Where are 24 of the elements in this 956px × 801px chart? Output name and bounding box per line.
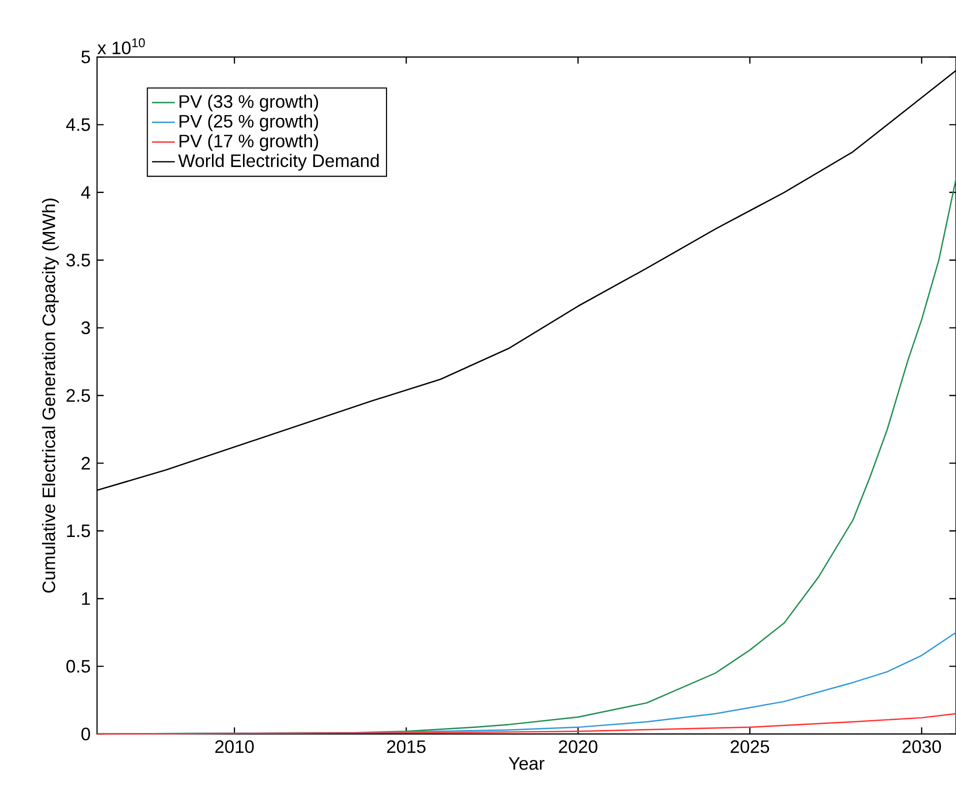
y-axis-title: Cumulative Electrical Generation Capacity (MWh) (42, 198, 59, 593)
x-tick-label: 2030 (902, 740, 941, 753)
legend-label: PV (33 % growth) (180, 94, 318, 112)
x-tick-label: 2025 (730, 740, 770, 753)
y-tick-label: 3 (81, 321, 90, 334)
y-tick-label: 2 (82, 456, 90, 470)
y-tick-label: 0 (81, 728, 90, 740)
text: x 10$^{10}$ (97, 38, 145, 54)
line-series (96, 713, 956, 735)
legend-label: PV (17 % growth) (180, 134, 318, 151)
y-tick-label: 2.5 (66, 389, 90, 402)
y-tick-label: 4 (81, 186, 90, 199)
x-axis-title: Year (508, 757, 544, 770)
y-tick-label: 0.5 (66, 660, 90, 673)
x-tick-label: 2020 (558, 740, 598, 753)
x-tick-label: 2010 (215, 740, 254, 753)
y-tick-label: 3.5 (66, 254, 90, 266)
y-tick-label: 1 (82, 592, 90, 605)
x-tick-label: 2015 (387, 740, 426, 753)
y-tick-label: 5 (81, 50, 90, 64)
legend-label: PV (25 % growth) (180, 114, 318, 132)
y-tick-label: 4.5 (66, 118, 90, 131)
y-tick-label: 1.5 (67, 524, 90, 538)
legend-label: World Electricity Demand (178, 154, 379, 171)
